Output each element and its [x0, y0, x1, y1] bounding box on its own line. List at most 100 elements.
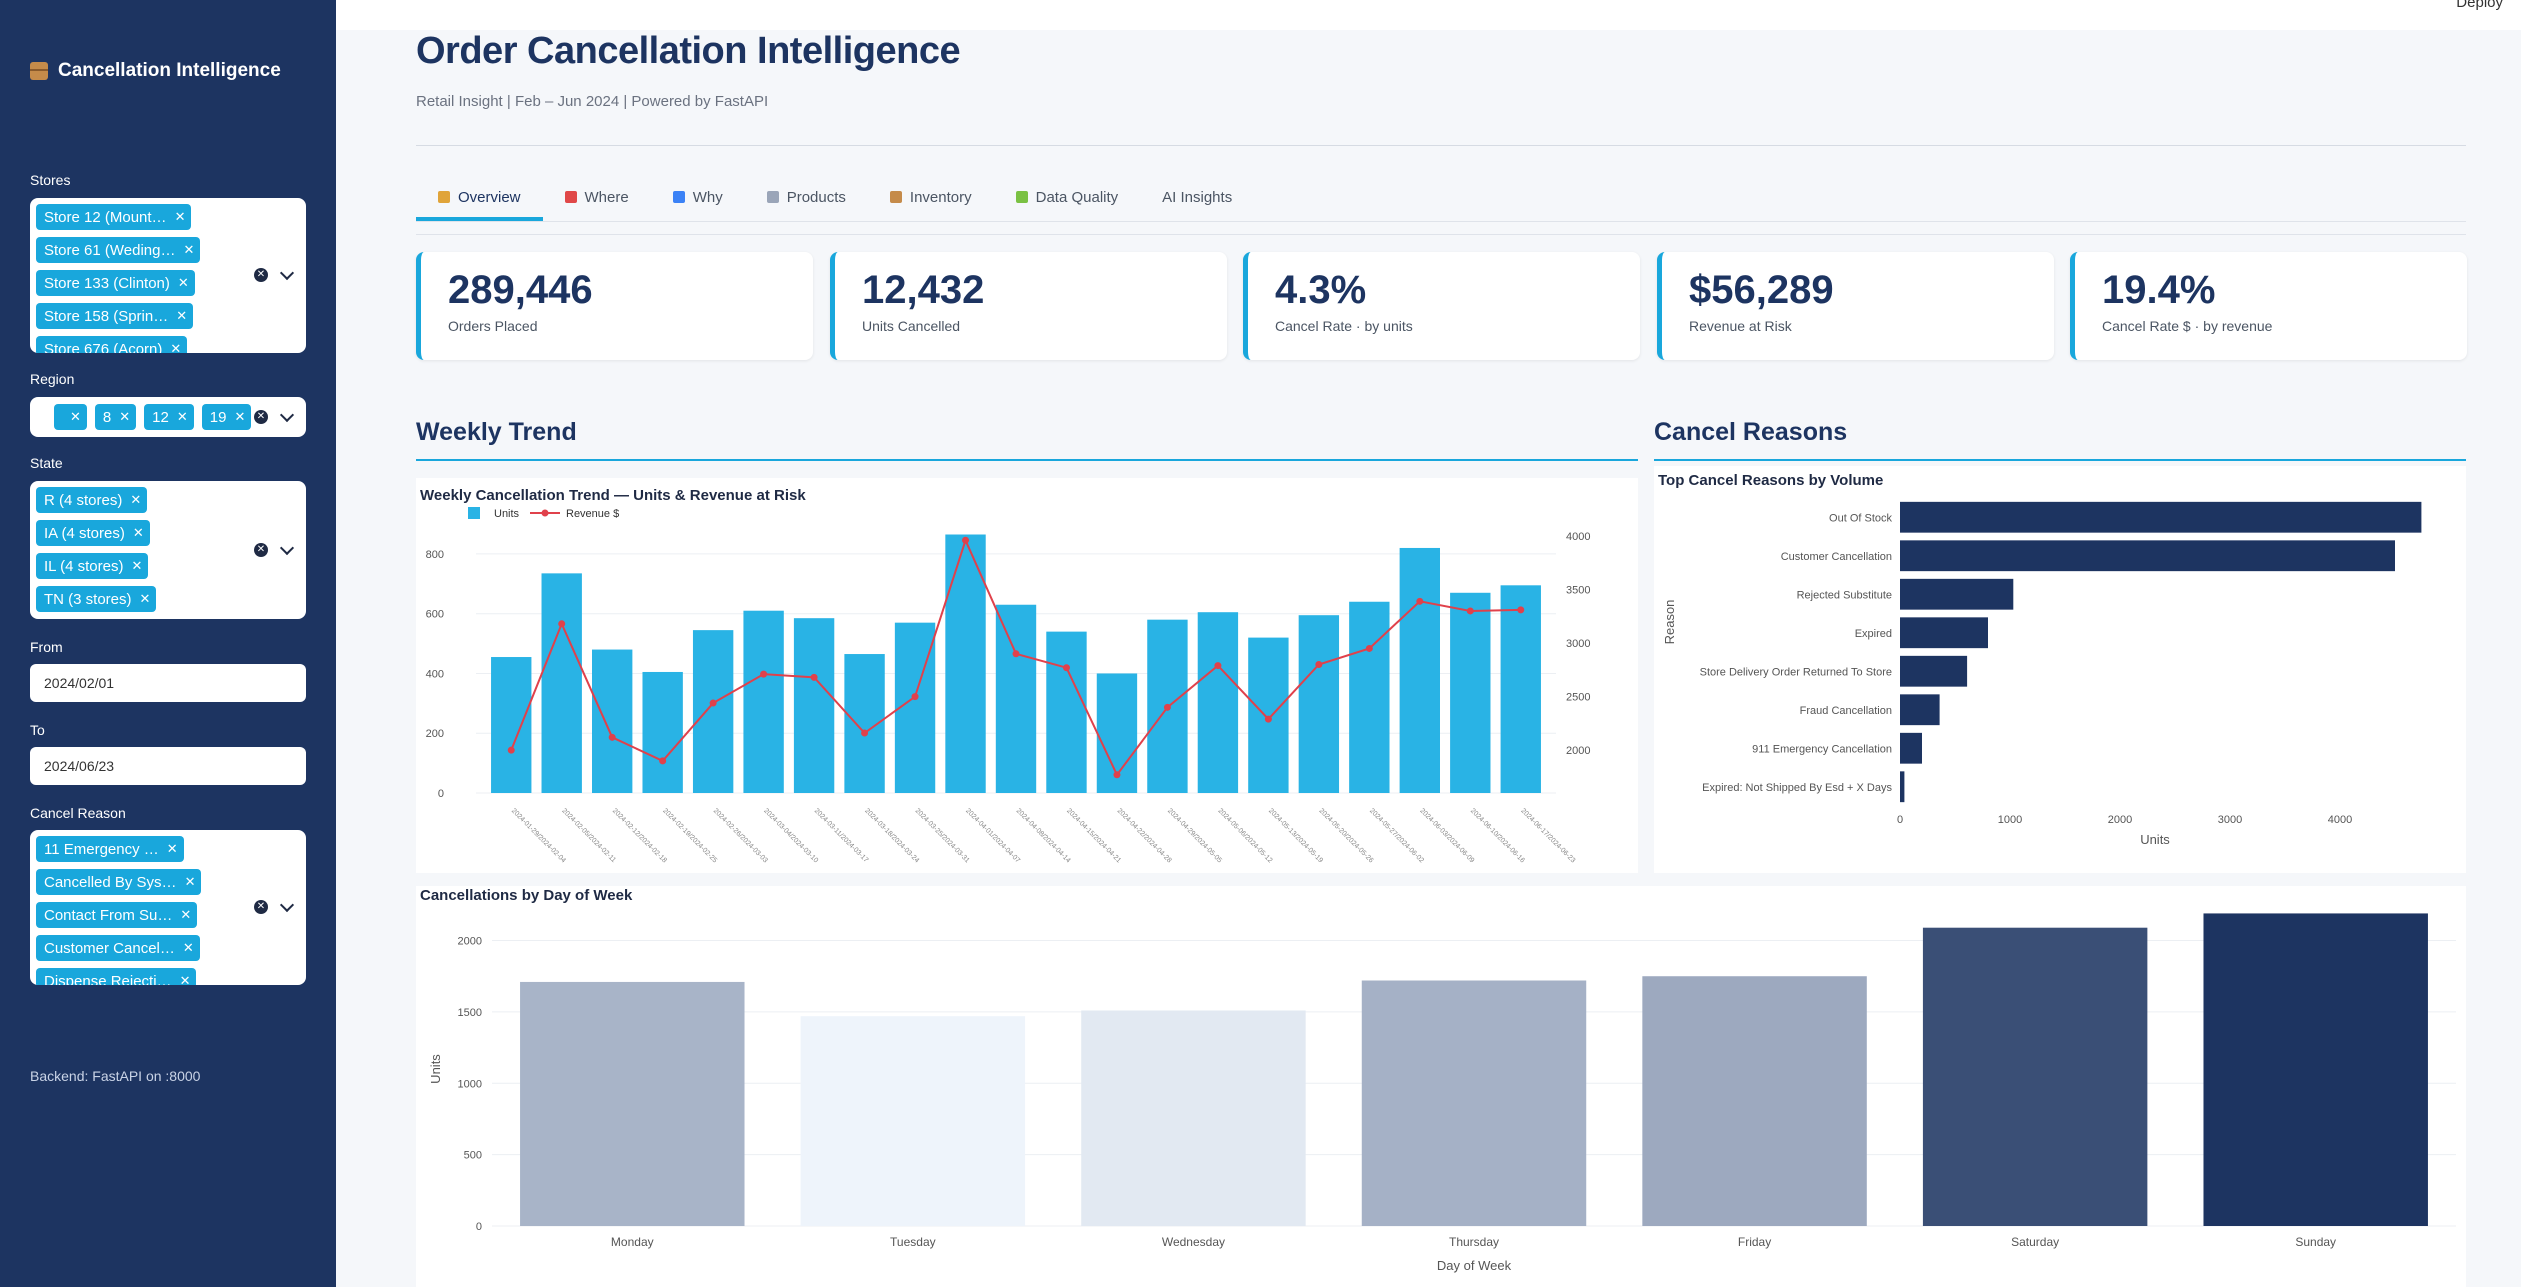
filter-chip[interactable]: 11 Emergency … ✕ — [36, 836, 184, 862]
revenue-point — [659, 757, 667, 765]
cancel-reason-multiselect[interactable]: 11 Emergency … ✕ Cancelled By Sys… ✕ Contact… — [30, 830, 306, 985]
legend-label: Revenue $ — [566, 508, 619, 520]
filter-chip[interactable]: Contact From Su… ✕ — [36, 902, 198, 928]
tab-ai-insights[interactable]: AI Insights — [1140, 177, 1254, 221]
revenue-point — [1416, 597, 1424, 605]
y-tick-label: 1500 — [458, 1007, 482, 1019]
region-multiselect[interactable]: ✕ 8 ✕ 12 ✕ 19 ✕ ✕ — [30, 397, 306, 437]
y-tick-label: Out Of Stock — [1829, 512, 1892, 524]
remove-chip-icon[interactable]: ✕ — [166, 841, 178, 856]
x-tick-label: 4000 — [2328, 814, 2352, 826]
tab-inventory[interactable]: Inventory — [868, 177, 994, 221]
x-tick-label: 2024-03-04/2024-03-10 — [762, 807, 819, 864]
filter-chip[interactable]: Store 12 (Mount… ✕ — [36, 204, 192, 230]
filter-chip[interactable]: R (4 stores) ✕ — [36, 487, 148, 513]
chevron-down-icon[interactable] — [279, 897, 295, 912]
x-tick-label: 3000 — [2218, 814, 2242, 826]
filter-chip[interactable]: Store 133 (Clinton) ✕ — [36, 270, 195, 296]
remove-chip-icon[interactable]: ✕ — [170, 341, 182, 353]
stores-label: Stores — [30, 172, 71, 188]
remove-chip-icon[interactable]: ✕ — [179, 973, 191, 985]
filter-chip[interactable]: Store 158 (Sprin… ✕ — [36, 303, 194, 329]
bar — [800, 1016, 1026, 1226]
filter-chip[interactable]: IA (4 stores) ✕ — [36, 520, 150, 546]
remove-chip-icon[interactable]: ✕ — [131, 558, 143, 573]
from-label: From — [30, 639, 63, 655]
kpi-revenue-at-risk: $56,289 Revenue at Risk — [1657, 252, 2054, 360]
bar — [491, 657, 532, 793]
remove-chip-icon[interactable]: ✕ — [183, 242, 195, 257]
filter-chip[interactable]: Store 676 (Acorn) ✕ — [36, 336, 188, 354]
filter-chip[interactable]: Customer Cancel… ✕ — [36, 935, 200, 961]
chip-label: R (4 stores) — [44, 491, 123, 509]
clear-icon[interactable]: ✕ — [254, 410, 268, 424]
clear-icon[interactable]: ✕ — [254, 900, 268, 914]
chevron-down-icon[interactable] — [279, 265, 295, 280]
tab-why[interactable]: Why — [651, 177, 745, 221]
cancel-reason-label: Cancel Reason — [30, 805, 126, 821]
filter-chip[interactable]: Dispense Rejecti… ✕ — [36, 968, 197, 985]
clear-icon[interactable]: ✕ — [254, 543, 268, 557]
chart-title: Top Cancel Reasons by Volume — [1658, 472, 1884, 489]
bar — [1900, 501, 2422, 533]
remove-chip-icon[interactable]: ✕ — [182, 940, 194, 955]
state-label: State — [30, 455, 63, 471]
filter-chip[interactable]: 8 ✕ — [94, 404, 137, 430]
remove-chip-icon[interactable]: ✕ — [70, 409, 81, 424]
remove-chip-icon[interactable]: ✕ — [174, 209, 186, 224]
remove-chip-icon[interactable]: ✕ — [176, 308, 188, 323]
x-tick-label: 2024-04-29/2024-05-05 — [1166, 807, 1223, 864]
revenue-point — [558, 620, 566, 628]
tab-data-quality[interactable]: Data Quality — [994, 177, 1141, 221]
filter-chip[interactable]: Cancelled By Sys… ✕ — [36, 869, 202, 895]
chip-label: 8 — [102, 408, 112, 426]
remove-chip-icon[interactable]: ✕ — [184, 874, 196, 889]
legend-marker — [541, 509, 549, 517]
bar — [642, 671, 683, 793]
state-multiselect[interactable]: R (4 stores) ✕ IA (4 stores) ✕ IL (4 stores)… — [30, 481, 306, 619]
from-date-input[interactable]: 2024/02/01 — [30, 664, 306, 702]
filter-chip[interactable]: 19 ✕ — [201, 404, 252, 430]
bar — [1399, 547, 1440, 793]
kpi-units-cancelled: 12,432 Units Cancelled — [830, 252, 1227, 360]
chip-label: Store 676 (Acorn) — [44, 340, 163, 354]
revenue-point — [911, 693, 919, 701]
clear-icon[interactable]: ✕ — [254, 268, 268, 282]
remove-chip-icon[interactable]: ✕ — [139, 591, 151, 606]
cancel-reasons-heading: Cancel Reasons — [1654, 418, 1848, 446]
kpi-label: Units Cancelled — [862, 318, 961, 334]
remove-chip-icon[interactable]: ✕ — [119, 409, 131, 424]
bar — [592, 649, 633, 793]
tab-where[interactable]: Where — [543, 177, 651, 221]
to-date-input[interactable]: 2024/06/23 — [30, 747, 306, 785]
kpi-label: Orders Placed — [448, 318, 538, 334]
remove-chip-icon[interactable]: ✕ — [177, 275, 189, 290]
cancel-reasons-card: Top Cancel Reasons by Volume Out Of Stoc… — [1654, 466, 2466, 873]
cart-icon — [766, 191, 779, 203]
x-tick-label: 2024-04-08/2024-04-14 — [1015, 807, 1072, 864]
filter-chip[interactable]: IL (4 stores) ✕ — [36, 553, 149, 579]
y2-tick-label: 4000 — [1566, 531, 1590, 543]
remove-chip-icon[interactable]: ✕ — [176, 409, 188, 424]
reason-chips: 11 Emergency … ✕ Cancelled By Sys… ✕ Contact… — [36, 836, 226, 985]
remove-chip-icon[interactable]: ✕ — [180, 907, 192, 922]
chevron-down-icon[interactable] — [279, 540, 295, 555]
chevron-down-icon[interactable] — [279, 407, 295, 422]
filter-chip[interactable]: TN (3 stores) ✕ — [36, 586, 157, 612]
filter-chip[interactable]: ✕ — [54, 404, 87, 430]
sidebar: Cancellation Intelligence Stores Store 1… — [0, 0, 336, 1287]
region-chips: ✕ 8 ✕ 12 ✕ 19 ✕ — [54, 404, 252, 430]
remove-chip-icon[interactable]: ✕ — [130, 492, 142, 507]
remove-chip-icon[interactable]: ✕ — [234, 409, 246, 424]
deploy-button[interactable]: Deploy — [2456, 0, 2503, 11]
filter-chip[interactable]: Store 61 (Weding… ✕ — [36, 237, 201, 263]
remove-chip-icon[interactable]: ✕ — [132, 525, 144, 540]
tab-products[interactable]: Products — [745, 177, 868, 221]
x-tick-label: 2024-06-17/2024-06-23 — [1519, 807, 1576, 864]
y-tick-label: 200 — [426, 728, 444, 740]
filter-chip[interactable]: 12 ✕ — [144, 404, 194, 430]
tab-overview[interactable]: Overview — [416, 177, 543, 221]
stores-multiselect[interactable]: Store 12 (Mount… ✕ Store 61 (Weding… ✕ Store… — [30, 198, 306, 353]
revenue-point — [810, 673, 818, 681]
bar — [1900, 578, 2014, 610]
